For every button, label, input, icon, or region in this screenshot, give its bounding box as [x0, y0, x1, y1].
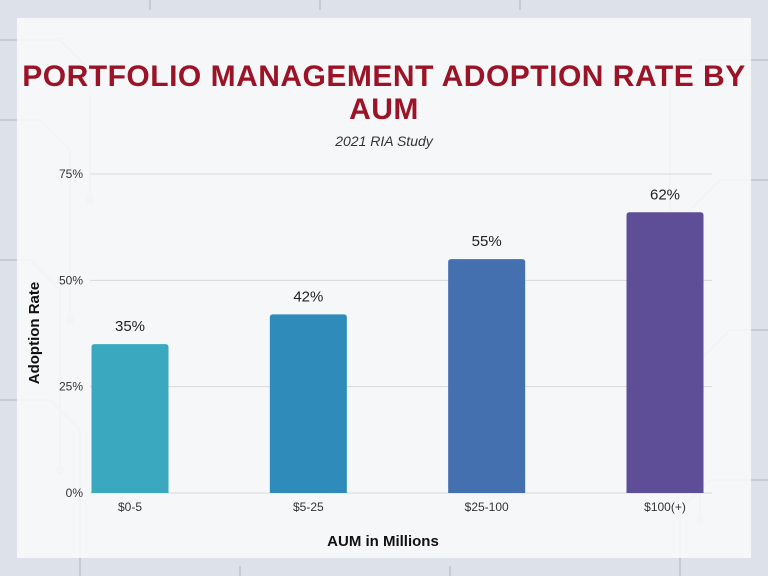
x-axis-label: AUM in Millions [327, 533, 439, 550]
bars [91, 212, 704, 493]
data-labels: 35% 42% 55% 62% [115, 186, 680, 335]
bar [269, 314, 347, 493]
y-tick-label: 25% [59, 380, 83, 394]
x-axis-ticks: $0-5 $5-25 $25-100 $100(+) [118, 500, 686, 514]
x-tick-label: $0-5 [118, 500, 142, 514]
x-tick-label: $25-100 [465, 500, 509, 514]
data-label: 35% [115, 318, 145, 335]
chart-title: PORTFOLIO MANAGEMENT ADOPTION RATE BY AU… [0, 60, 768, 126]
data-label: 42% [293, 288, 323, 305]
bar [448, 259, 526, 493]
data-label: 62% [650, 186, 680, 203]
y-axis-ticks: 0% 25% 50% 75% [59, 167, 83, 500]
bar [91, 344, 169, 493]
y-tick-label: 50% [59, 273, 83, 287]
bar [626, 212, 704, 493]
x-tick-label: $100(+) [644, 500, 686, 514]
y-axis-label: Adoption Rate [26, 282, 43, 385]
data-label: 55% [472, 233, 502, 250]
gridlines [90, 173, 712, 494]
chart-title-text: PORTFOLIO MANAGEMENT ADOPTION RATE BY AU… [22, 60, 746, 126]
chart-subtitle: 2021 RIA Study [335, 133, 433, 149]
y-tick-label: 0% [66, 486, 84, 500]
y-tick-label: 75% [59, 167, 83, 181]
x-tick-label: $5-25 [293, 500, 324, 514]
